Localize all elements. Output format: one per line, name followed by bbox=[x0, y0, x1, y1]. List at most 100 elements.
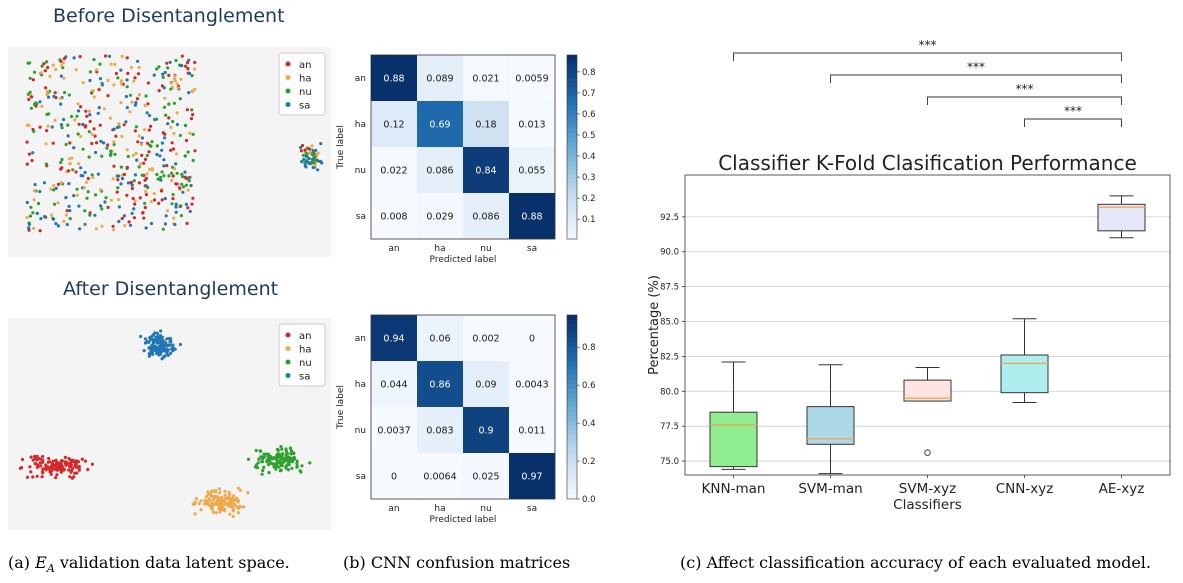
significance-label: *** bbox=[967, 60, 985, 74]
scatter-point bbox=[298, 469, 302, 473]
scatter-point bbox=[32, 129, 36, 133]
y-tick-label: 75.0 bbox=[660, 457, 679, 467]
scatter-point bbox=[52, 188, 56, 192]
cm-frame bbox=[370, 54, 556, 240]
scatter-point bbox=[218, 491, 222, 495]
cm-cell bbox=[371, 193, 417, 239]
legend-marker bbox=[285, 332, 291, 338]
cm-cell bbox=[509, 193, 555, 239]
scatter-point bbox=[85, 114, 89, 118]
scatter-point bbox=[172, 101, 176, 105]
scatter-point bbox=[112, 127, 116, 131]
scatter-point bbox=[172, 216, 176, 220]
colorbar-step bbox=[567, 59, 577, 65]
scatter-point bbox=[178, 342, 182, 347]
scatter-point bbox=[76, 460, 80, 464]
colorbar-step bbox=[567, 319, 577, 325]
scatter-point bbox=[27, 152, 32, 156]
scatter-point bbox=[115, 174, 119, 178]
scatter-point bbox=[230, 500, 234, 504]
colorbar-step bbox=[567, 170, 577, 176]
colorbar-tick-label: 0.7 bbox=[582, 89, 596, 99]
scatter-point bbox=[66, 123, 70, 127]
scatter-point bbox=[40, 104, 44, 108]
scatter-point bbox=[304, 151, 308, 155]
scatter-point bbox=[275, 454, 279, 458]
scatter-point bbox=[117, 122, 121, 126]
scatter-point bbox=[163, 222, 167, 226]
scatter-point bbox=[59, 460, 63, 464]
scatter-point bbox=[137, 165, 141, 169]
scatter-point bbox=[268, 459, 272, 463]
scatter-point bbox=[166, 353, 170, 357]
scatter-point bbox=[25, 123, 29, 127]
scatter-point bbox=[155, 346, 159, 350]
scatter-point bbox=[56, 182, 61, 186]
colorbar-step bbox=[567, 388, 577, 394]
cm-cell bbox=[463, 407, 509, 453]
colorbar-step bbox=[567, 151, 577, 157]
colorbar-step bbox=[567, 476, 577, 482]
cm-cell bbox=[417, 361, 463, 407]
scatter-point bbox=[189, 117, 194, 121]
scatter-point bbox=[52, 463, 56, 467]
scatter-point bbox=[143, 341, 148, 345]
scatter-point bbox=[81, 147, 85, 151]
scatter-point bbox=[143, 104, 147, 108]
colorbar-step bbox=[567, 124, 577, 130]
caption-a-symbol: E bbox=[35, 553, 47, 572]
scatter-point bbox=[98, 77, 103, 81]
scatter-point bbox=[193, 60, 197, 64]
latent-after-scatter: an ha nu sa bbox=[18, 323, 326, 519]
scatter-point bbox=[93, 134, 97, 138]
scatter-point bbox=[190, 202, 194, 206]
colorbar-step bbox=[567, 142, 577, 148]
scatter-point bbox=[157, 336, 161, 340]
scatter-point bbox=[144, 226, 148, 230]
scatter-point bbox=[218, 504, 222, 508]
scatter-point bbox=[122, 123, 126, 127]
scatter-point bbox=[160, 357, 164, 361]
scatter-point bbox=[135, 97, 139, 101]
scatter-point bbox=[163, 197, 167, 201]
legend-label: an bbox=[299, 331, 311, 342]
scatter-point bbox=[55, 473, 59, 477]
colorbar-step bbox=[567, 453, 577, 459]
scatter-point bbox=[301, 153, 305, 157]
scatter-point bbox=[79, 166, 83, 170]
scatter-point bbox=[100, 224, 104, 228]
colorbar-step bbox=[567, 374, 577, 380]
colorbar-step bbox=[567, 133, 577, 139]
scatter-point bbox=[100, 81, 104, 86]
scatter-point bbox=[217, 487, 221, 491]
cm-cell-value: 0.09 bbox=[475, 380, 496, 391]
scatter-point bbox=[188, 71, 192, 76]
scatter-point bbox=[233, 497, 238, 501]
scatter-point bbox=[80, 457, 84, 461]
scatter-point bbox=[194, 496, 198, 501]
scatter-point bbox=[168, 60, 172, 64]
scatter-point bbox=[295, 465, 299, 469]
scatter-point bbox=[136, 140, 140, 144]
scatter-point bbox=[109, 62, 113, 66]
scatter-point bbox=[211, 502, 215, 507]
scatter-point bbox=[62, 76, 66, 80]
y-tick-label: 92.5 bbox=[660, 213, 679, 223]
scatter-point bbox=[171, 147, 176, 151]
scatter-point bbox=[303, 148, 307, 152]
scatter-point bbox=[28, 90, 32, 94]
scatter-point bbox=[51, 63, 55, 67]
scatter-point bbox=[40, 475, 44, 479]
cm-cell-value: 0.013 bbox=[518, 120, 545, 131]
scatter-point bbox=[52, 202, 57, 206]
scatter-point bbox=[30, 95, 34, 99]
scatter-point bbox=[105, 146, 109, 150]
scatter-point bbox=[262, 465, 266, 469]
cm-x-label: Predicted label bbox=[430, 515, 497, 525]
significance-bracket bbox=[927, 96, 1122, 105]
scatter-point bbox=[48, 74, 52, 78]
latent-before-scatter: an ha nu sa bbox=[25, 52, 326, 233]
significance-bracket bbox=[733, 52, 1122, 61]
scatter-point bbox=[88, 113, 92, 117]
cm-cell-value: 0 bbox=[529, 334, 535, 345]
